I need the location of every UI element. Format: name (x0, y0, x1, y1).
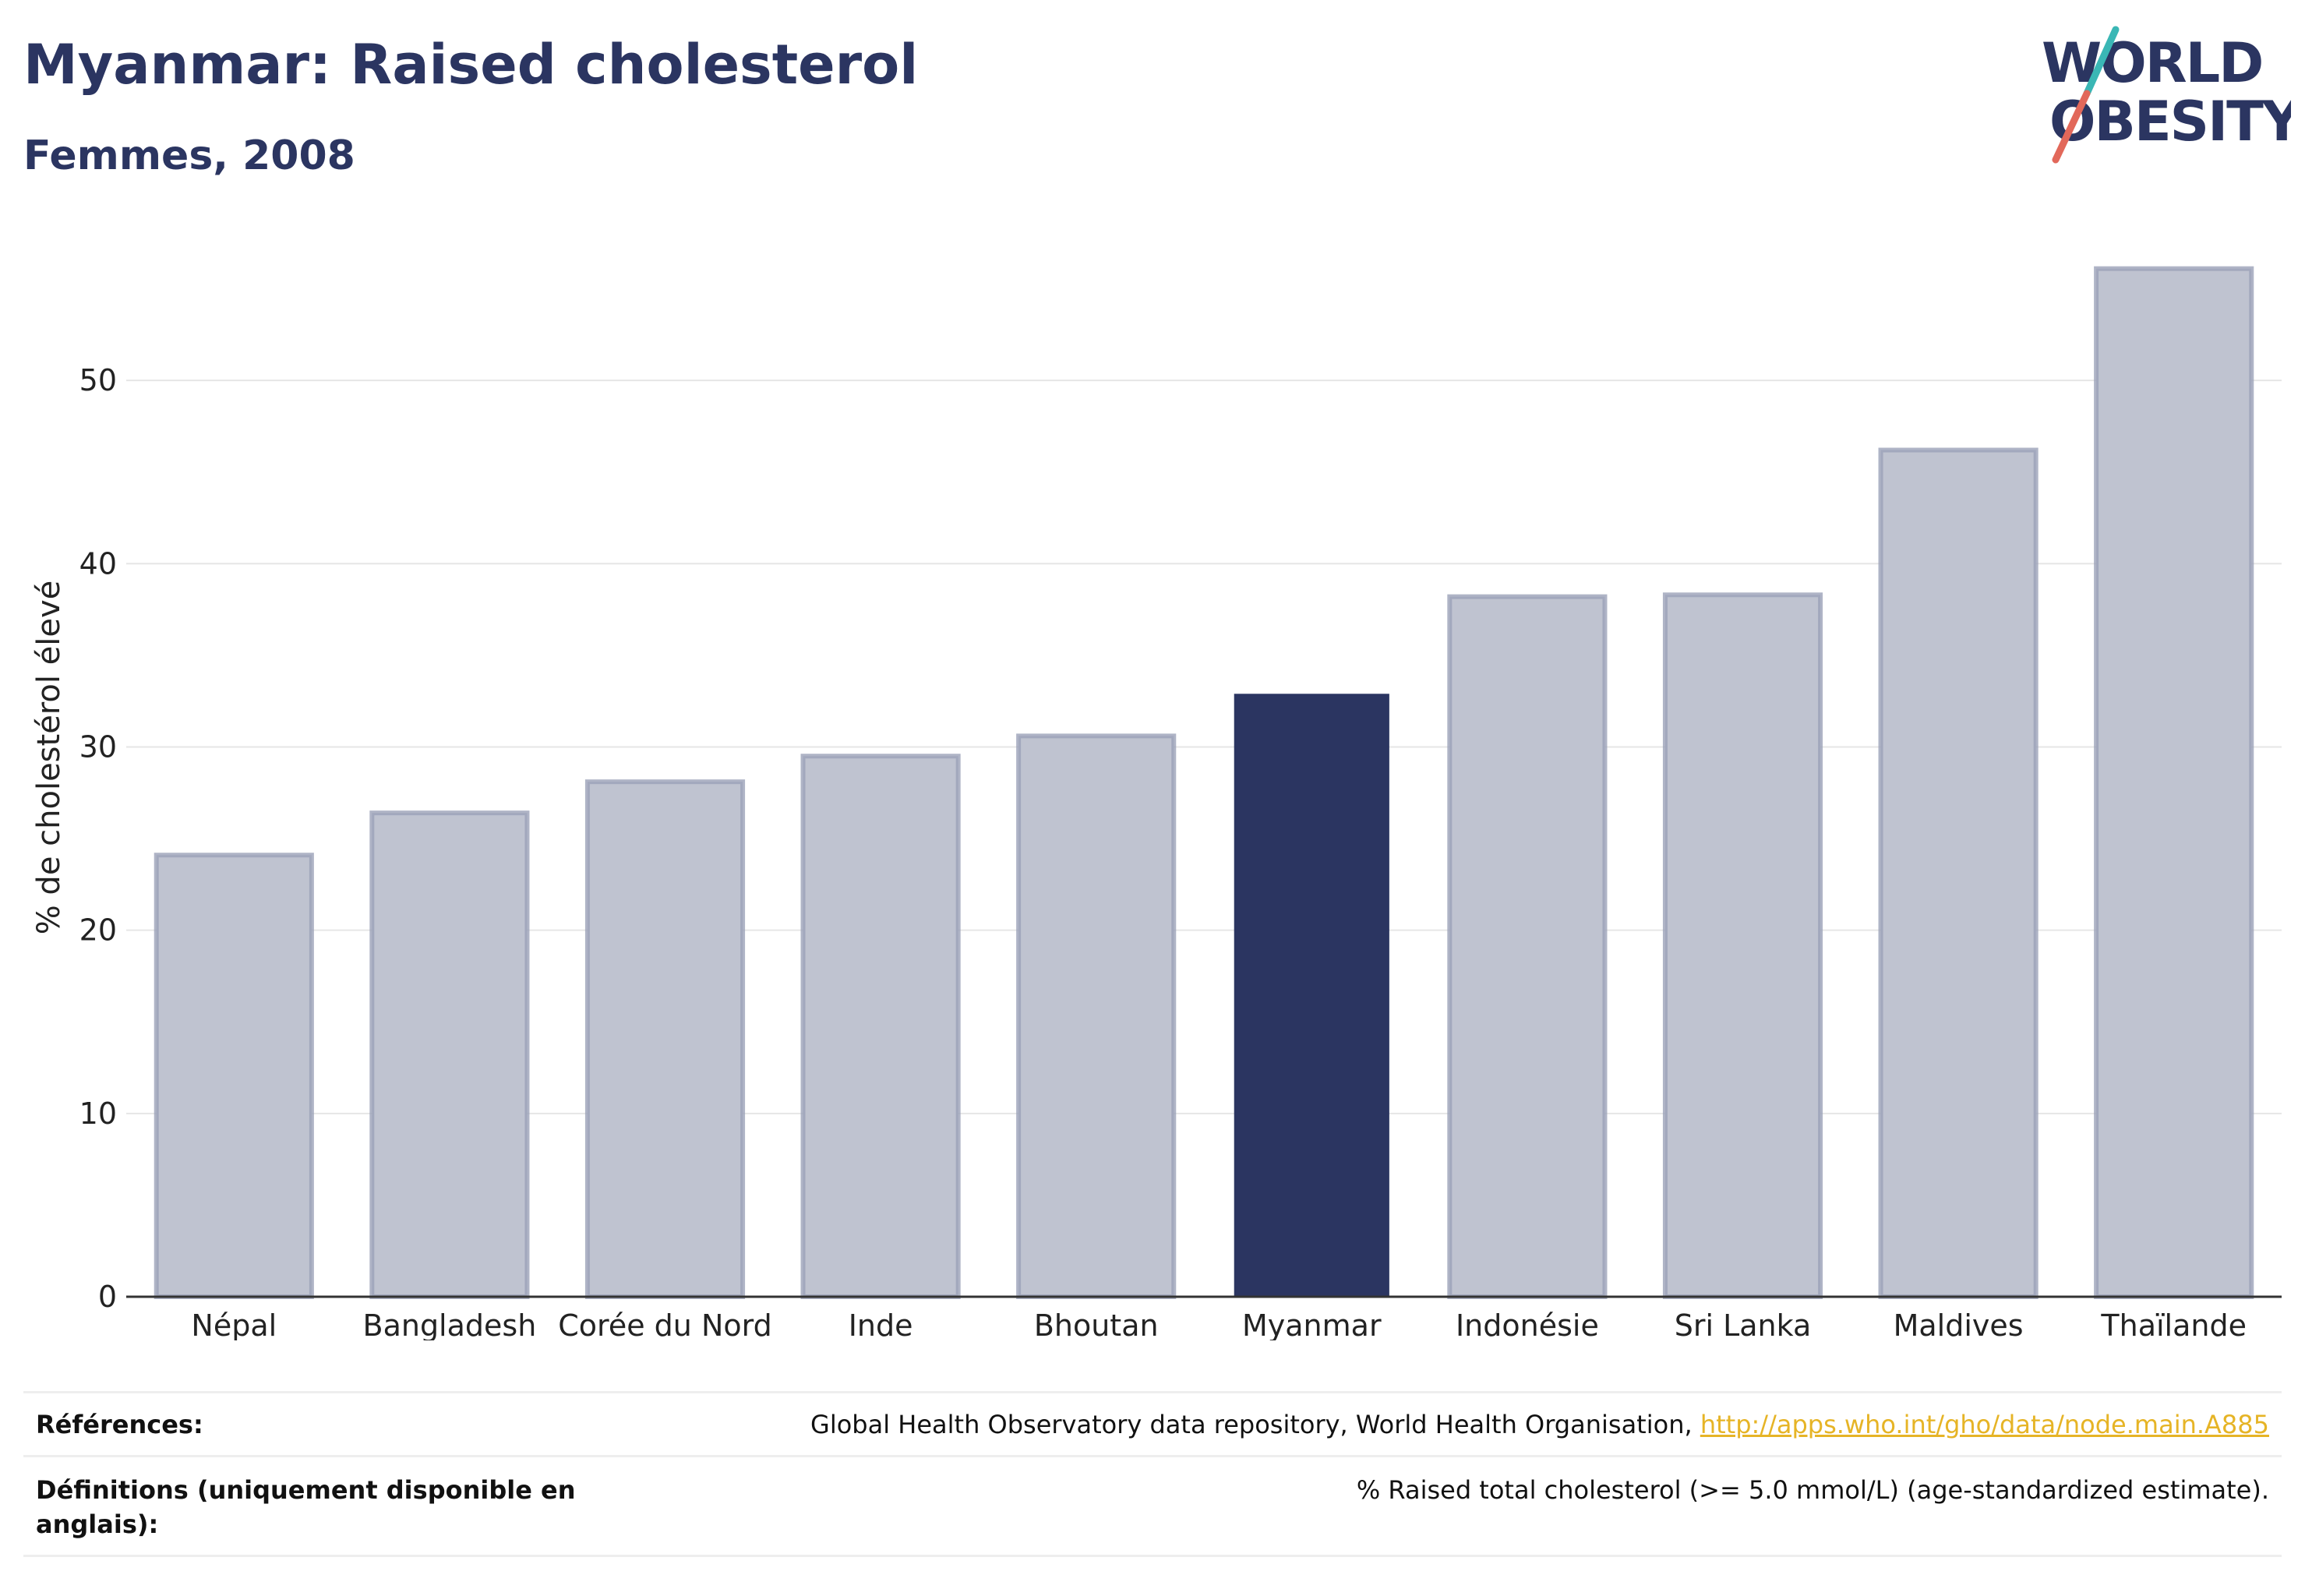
bar-bhoutan (1016, 733, 1177, 1299)
x-tick-label: Inde (849, 1308, 913, 1340)
references-text: Global Health Observatory data repositor… (810, 1410, 1700, 1439)
references-label: Références: (36, 1410, 203, 1439)
bar-tha-lande (2094, 266, 2254, 1300)
y-tick-label: 20 (79, 913, 117, 948)
x-tick-label: Bhoutan (1034, 1308, 1159, 1340)
logo-line-obesity: OBESITY (2049, 90, 2291, 154)
x-tick-label: Indonésie (1456, 1308, 1599, 1340)
bar-cor-e-du-nord (584, 779, 746, 1299)
y-tick-label: 0 (98, 1280, 117, 1314)
x-tick-label: Népal (191, 1308, 277, 1340)
x-tick-label: Thaïlande (2100, 1308, 2247, 1340)
bar-bangladesh (369, 810, 530, 1299)
references-value: Global Health Observatory data repositor… (810, 1407, 2269, 1442)
x-tick-label: Bangladesh (363, 1308, 537, 1340)
x-tick-label: Corée du Nord (558, 1308, 771, 1340)
references-row: Références: Global Health Observatory da… (23, 1391, 2282, 1456)
logo-slash-red (2052, 90, 2091, 164)
y-tick-label: 10 (79, 1096, 117, 1131)
y-axis-title: % de cholestérol élevé (31, 581, 67, 935)
x-tick-label: Sri Lanka (1675, 1308, 1812, 1340)
footer-table: Références: Global Health Observatory da… (23, 1391, 2282, 1562)
chart-subtitle: Femmes, 2008 (23, 132, 355, 179)
bar-indon-sie (1447, 594, 1608, 1299)
x-tick-label: Myanmar (1242, 1308, 1382, 1340)
definitions-value: % Raised total cholesterol (>= 5.0 mmol/… (1356, 1475, 2269, 1505)
bar-myanmar (1234, 694, 1389, 1297)
definitions-row: Définitions (uniquement disponible en an… (23, 1455, 2282, 1551)
chart-title: Myanmar: Raised cholesterol (23, 33, 919, 97)
bar-chart: 0 10 20 30 40 50 % de cholestérol élevé Népal Ba… (31, 266, 2282, 1340)
world-obesity-logo: WORLD OBESITY (2042, 26, 2291, 164)
x-tick-label: Maldives (1894, 1308, 2024, 1340)
definitions-label: Définitions (uniquement disponible en an… (36, 1475, 576, 1539)
footer-bottom-rule (23, 1555, 2282, 1557)
logo-line-world: WORLD (2042, 31, 2262, 95)
y-tick-label: 30 (79, 729, 117, 764)
bar-sri-lanka (1662, 592, 1823, 1299)
y-tick-label: 50 (79, 363, 117, 397)
logo-slash-teal (2083, 26, 2120, 97)
y-tick-label: 40 (79, 546, 117, 581)
bar-inde (800, 754, 961, 1299)
bar-maldives (1878, 447, 2038, 1299)
references-link[interactable]: http://apps.who.int/gho/data/node.main.A… (1700, 1410, 2269, 1439)
bar-n-pal (154, 853, 314, 1299)
